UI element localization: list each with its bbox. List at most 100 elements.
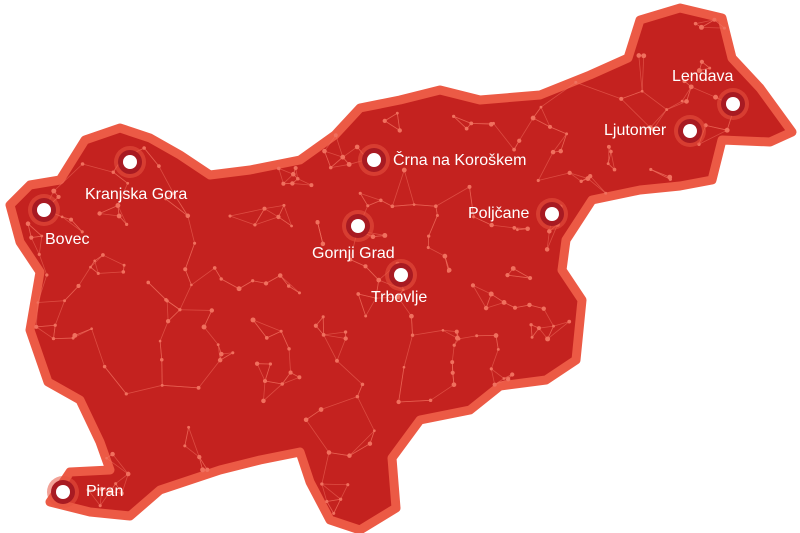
- network-node: [505, 273, 510, 278]
- network-line: [263, 383, 283, 402]
- city-label-crna-na-koroskem[interactable]: Črna na Koroškem: [393, 152, 527, 169]
- network-node: [528, 276, 533, 281]
- city-marker-gornji-grad[interactable]: [351, 219, 365, 233]
- network-line: [367, 199, 382, 207]
- network-node: [510, 266, 516, 271]
- network-node: [102, 364, 107, 369]
- network-line: [256, 363, 266, 382]
- city-label-gornji-grad[interactable]: Gornji Grad: [312, 245, 395, 262]
- network-line: [238, 280, 253, 290]
- network-line: [321, 483, 341, 500]
- network-line: [453, 116, 472, 124]
- network-line: [349, 430, 375, 456]
- city-label-trbovlje[interactable]: Trbovlje: [371, 289, 428, 306]
- network-node: [446, 267, 452, 273]
- network-line: [165, 198, 189, 217]
- city-marker-lendava[interactable]: [726, 97, 740, 111]
- city-marker-kranjska-gora[interactable]: [123, 155, 137, 169]
- network-node: [374, 296, 378, 300]
- network-line: [321, 483, 328, 502]
- network-line: [695, 19, 715, 25]
- city-marker-crna-na-koroskem[interactable]: [367, 153, 381, 167]
- network-node: [641, 53, 647, 59]
- network-line: [451, 345, 455, 363]
- network-node: [512, 226, 517, 230]
- network-line: [375, 280, 380, 299]
- city-label-lendava[interactable]: Lendava: [672, 68, 734, 85]
- network-line: [552, 133, 567, 153]
- network-node: [277, 273, 283, 278]
- network-line: [221, 278, 240, 290]
- network-line: [684, 70, 700, 82]
- network-node: [567, 319, 572, 324]
- city-marker-ljutomer[interactable]: [683, 124, 697, 138]
- city-marker-trbovlje[interactable]: [394, 268, 408, 282]
- network-line: [472, 285, 487, 309]
- network-line: [324, 150, 343, 158]
- network-node: [303, 417, 309, 423]
- network-node: [40, 234, 44, 238]
- city-marker-bovec[interactable]: [37, 203, 51, 217]
- network-line: [473, 216, 492, 226]
- network-line: [252, 319, 268, 339]
- network-line: [305, 419, 330, 453]
- network-line: [365, 297, 377, 317]
- network-node: [410, 333, 415, 337]
- network-node: [512, 305, 518, 310]
- network-node: [606, 144, 611, 149]
- network-line: [278, 205, 285, 218]
- network-line: [38, 236, 43, 255]
- network-line: [414, 204, 436, 207]
- network-line: [549, 126, 567, 135]
- network-node: [401, 288, 405, 292]
- city-marker-poljcane[interactable]: [545, 207, 559, 221]
- city-label-bovec[interactable]: Bovec: [45, 231, 90, 248]
- network-node: [682, 79, 687, 84]
- network-node: [36, 301, 40, 304]
- network-line: [398, 367, 405, 403]
- network-line: [701, 26, 725, 29]
- network-line: [392, 204, 415, 207]
- network-node: [29, 235, 34, 240]
- network-node: [612, 167, 617, 172]
- network-node: [547, 229, 552, 234]
- network-node: [340, 154, 346, 160]
- network-node: [469, 121, 474, 126]
- network-line: [37, 300, 65, 303]
- network-line: [490, 368, 496, 385]
- network-line: [701, 19, 715, 28]
- city-label-ljutomer[interactable]: Ljutomer: [604, 122, 667, 139]
- network-node: [110, 451, 115, 457]
- network-node: [489, 367, 493, 371]
- network-line: [165, 192, 174, 200]
- network-line: [543, 308, 554, 327]
- city-label-kranjska-gora[interactable]: Kranjska Gora: [85, 186, 188, 203]
- city-marker-piran[interactable]: [56, 485, 70, 499]
- network-line: [607, 151, 612, 164]
- city-label-poljcane[interactable]: Poljčane: [468, 205, 530, 222]
- network-line: [653, 109, 668, 130]
- network-node: [606, 162, 610, 166]
- network-line: [620, 98, 651, 128]
- network-node: [536, 178, 540, 183]
- network-node: [684, 99, 689, 104]
- network-line: [106, 457, 129, 475]
- network-line: [265, 275, 281, 284]
- network-node: [309, 183, 314, 188]
- network-node: [205, 467, 210, 472]
- network-line: [292, 183, 312, 186]
- network-line: [30, 237, 40, 255]
- network-line: [37, 274, 48, 303]
- network-line: [358, 293, 376, 299]
- network-node: [545, 336, 551, 342]
- network-line: [412, 329, 444, 336]
- network-line: [649, 109, 667, 128]
- network-line: [198, 456, 208, 471]
- network-line: [219, 352, 233, 361]
- city-label-piran[interactable]: Piran: [86, 483, 124, 500]
- network-line: [384, 112, 398, 122]
- network-node: [101, 253, 105, 257]
- network-line: [540, 82, 576, 108]
- network-node: [354, 144, 360, 150]
- network-node: [493, 333, 499, 338]
